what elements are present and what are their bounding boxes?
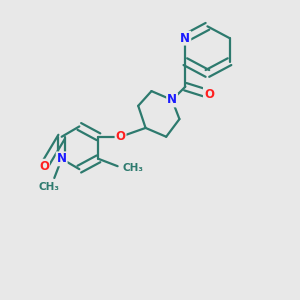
Text: CH₃: CH₃ [122,163,143,173]
Text: O: O [116,130,126,143]
Text: N: N [167,93,177,106]
Text: O: O [39,160,49,173]
Text: O: O [204,88,214,100]
Text: N: N [180,32,190,45]
Text: CH₃: CH₃ [39,182,60,192]
Text: N: N [57,152,67,165]
